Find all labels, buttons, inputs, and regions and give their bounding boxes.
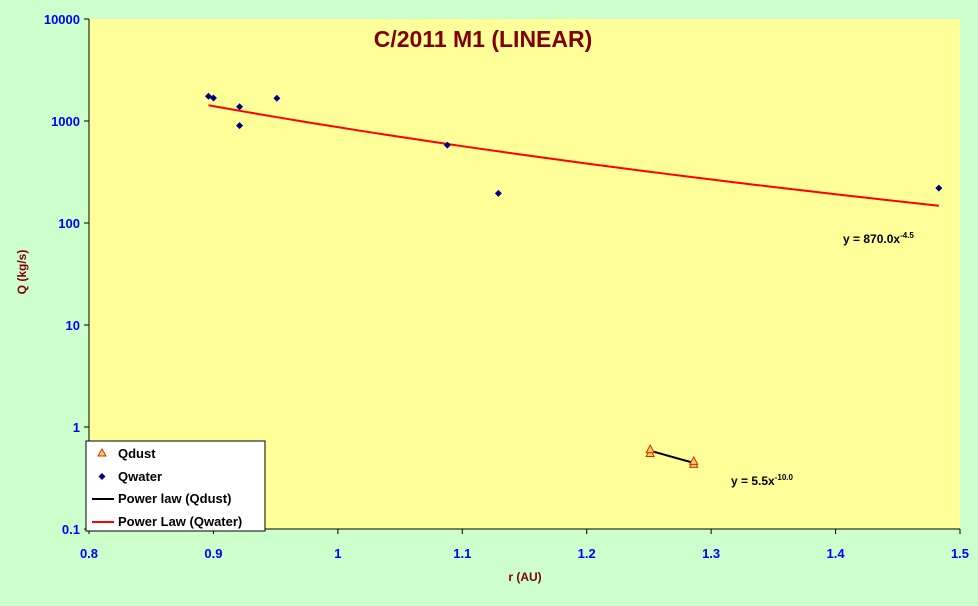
qwater-point — [236, 122, 244, 130]
x-tick-label: 0.8 — [80, 546, 98, 561]
dust-fit-equation-exponent: -10.0 — [775, 473, 794, 482]
y-tick-label: 10 — [66, 318, 80, 333]
qwater-point — [494, 189, 502, 197]
qwater-point — [273, 94, 281, 102]
legend-qwater-label: Qwater — [118, 469, 162, 484]
y-tick-label: 1000 — [51, 114, 80, 129]
dust-fit-equation: y = 5.5x-10.0 — [731, 473, 794, 488]
qdust-point — [645, 444, 656, 454]
water-fit-equation: y = 870.0x-4.5 — [843, 231, 914, 246]
water-fit-equation-exponent: -4.5 — [900, 231, 914, 240]
fit-lines — [208, 104, 939, 464]
qwater-point — [443, 141, 451, 149]
y-tick-label: 1 — [73, 420, 80, 435]
qwater-point — [236, 103, 244, 111]
y-tick-label: 0.1 — [62, 522, 80, 537]
dust-fit-line — [649, 449, 694, 464]
chart-title: C/2011 M1 (LINEAR) — [374, 26, 593, 52]
y-tick-label: 10000 — [44, 12, 80, 27]
legend-dust-fit-label: Power law (Qdust) — [118, 491, 231, 506]
x-axis-label: r (AU) — [508, 570, 541, 584]
legend: Qdust Qwater Power law (Qdust) Power Law… — [85, 440, 266, 532]
legend-qdust-label: Qdust — [118, 446, 156, 461]
qwater-point — [209, 94, 217, 102]
water-fit-line — [208, 104, 939, 207]
legend-box — [85, 440, 266, 532]
legend-qwater-diamond-icon — [98, 473, 106, 480]
qwater-point — [935, 184, 943, 192]
legend-qdust-triangle-icon — [97, 447, 107, 457]
water-fit-equation-base: y = 870.0x — [843, 232, 900, 246]
qdust-point — [688, 455, 699, 465]
x-tick-label: 0.9 — [204, 546, 222, 561]
x-tick-label: 1.3 — [702, 546, 720, 561]
x-tick-label: 1.1 — [453, 546, 471, 561]
x-tick-label: 1.2 — [578, 546, 596, 561]
y-tick-label: 100 — [58, 216, 80, 231]
x-tick-label: 1.4 — [827, 546, 846, 561]
x-tick-label: 1 — [334, 546, 341, 561]
legend-water-fit-label: Power Law (Qwater) — [118, 514, 242, 529]
y-axis-label: Q (kg/s) — [15, 250, 29, 295]
x-tick-label: 1.5 — [951, 546, 969, 561]
tick-labels: 0.8 0.9 1 1.1 1.2 1.3 1.4 1.5 0.1 1 10 100 1000 10000 — [44, 12, 969, 561]
data-markers — [204, 92, 943, 468]
dust-fit-equation-base: y = 5.5x — [731, 474, 775, 488]
